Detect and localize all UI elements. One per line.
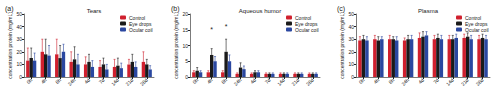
svg-text:10: 10 bbox=[182, 43, 188, 49]
svg-text:21d: 21d bbox=[124, 77, 134, 87]
svg-text:7d: 7d bbox=[97, 77, 105, 85]
svg-text:4d: 4d bbox=[83, 77, 91, 85]
svg-text:4h: 4h bbox=[40, 77, 48, 85]
svg-text:concentration protein (mg/mL): concentration protein (mg/mL) bbox=[339, 12, 345, 79]
svg-text:concentration protein (mg/mL): concentration protein (mg/mL) bbox=[7, 12, 13, 79]
svg-text:0: 0 bbox=[351, 74, 354, 80]
svg-text:4d: 4d bbox=[417, 77, 425, 85]
svg-text:0h: 0h bbox=[25, 77, 33, 85]
svg-text:50: 50 bbox=[16, 11, 22, 17]
svg-text:40: 40 bbox=[16, 24, 22, 30]
svg-text:concentration protein (mg/mL): concentration protein (mg/mL) bbox=[173, 12, 179, 79]
svg-text:30: 30 bbox=[16, 36, 22, 42]
svg-text:20: 20 bbox=[182, 11, 188, 17]
svg-text:*: * bbox=[225, 23, 228, 30]
svg-text:40: 40 bbox=[348, 24, 354, 30]
svg-text:Plasma: Plasma bbox=[418, 8, 439, 14]
svg-text:Control: Control bbox=[295, 14, 312, 21]
svg-text:Control: Control bbox=[129, 14, 146, 21]
svg-text:28d: 28d bbox=[305, 77, 315, 87]
svg-text:Control: Control bbox=[465, 14, 482, 21]
svg-text:8h: 8h bbox=[220, 77, 228, 85]
svg-text:14d: 14d bbox=[276, 77, 286, 87]
svg-text:Eye drops: Eye drops bbox=[465, 20, 488, 27]
svg-text:15: 15 bbox=[182, 27, 188, 33]
svg-text:7d: 7d bbox=[263, 77, 271, 85]
svg-text:5: 5 bbox=[185, 58, 188, 64]
svg-text:Ocular coil: Ocular coil bbox=[295, 27, 319, 33]
svg-text:4d: 4d bbox=[249, 77, 257, 85]
svg-text:0: 0 bbox=[185, 74, 188, 80]
svg-text:28d: 28d bbox=[139, 77, 149, 87]
svg-text:Eye drops: Eye drops bbox=[129, 20, 152, 27]
svg-text:24h: 24h bbox=[67, 77, 77, 87]
svg-text:(b): (b) bbox=[171, 5, 180, 13]
svg-text:Ocular coil: Ocular coil bbox=[465, 27, 489, 33]
svg-text:4h: 4h bbox=[206, 77, 214, 85]
svg-text:28d: 28d bbox=[475, 77, 485, 87]
svg-text:14d: 14d bbox=[445, 77, 455, 87]
svg-text:20: 20 bbox=[348, 49, 354, 55]
svg-text:24h: 24h bbox=[233, 77, 243, 87]
svg-text:0h: 0h bbox=[357, 77, 365, 85]
svg-text:(a): (a) bbox=[5, 5, 14, 13]
svg-text:Tears: Tears bbox=[87, 8, 102, 14]
svg-text:0: 0 bbox=[19, 74, 22, 80]
svg-text:0h: 0h bbox=[191, 77, 199, 85]
svg-text:21d: 21d bbox=[290, 77, 300, 87]
svg-text:21d: 21d bbox=[460, 77, 470, 87]
svg-text:8h: 8h bbox=[54, 77, 62, 85]
svg-text:Eye drops: Eye drops bbox=[295, 20, 318, 27]
svg-text:10: 10 bbox=[16, 61, 22, 67]
svg-text:24h: 24h bbox=[400, 77, 410, 87]
svg-text:Ocular coil: Ocular coil bbox=[129, 27, 153, 33]
svg-text:14d: 14d bbox=[110, 77, 120, 87]
svg-text:*: * bbox=[210, 26, 213, 33]
svg-text:50: 50 bbox=[348, 11, 354, 17]
svg-text:30: 30 bbox=[348, 36, 354, 42]
svg-text:4h: 4h bbox=[372, 77, 380, 85]
svg-text:8h: 8h bbox=[387, 77, 395, 85]
svg-text:(c): (c) bbox=[337, 5, 345, 13]
svg-text:Aqueous humor: Aqueous humor bbox=[239, 8, 281, 14]
svg-text:10: 10 bbox=[348, 61, 354, 67]
svg-text:7d: 7d bbox=[432, 77, 440, 85]
svg-text:20: 20 bbox=[16, 49, 22, 55]
